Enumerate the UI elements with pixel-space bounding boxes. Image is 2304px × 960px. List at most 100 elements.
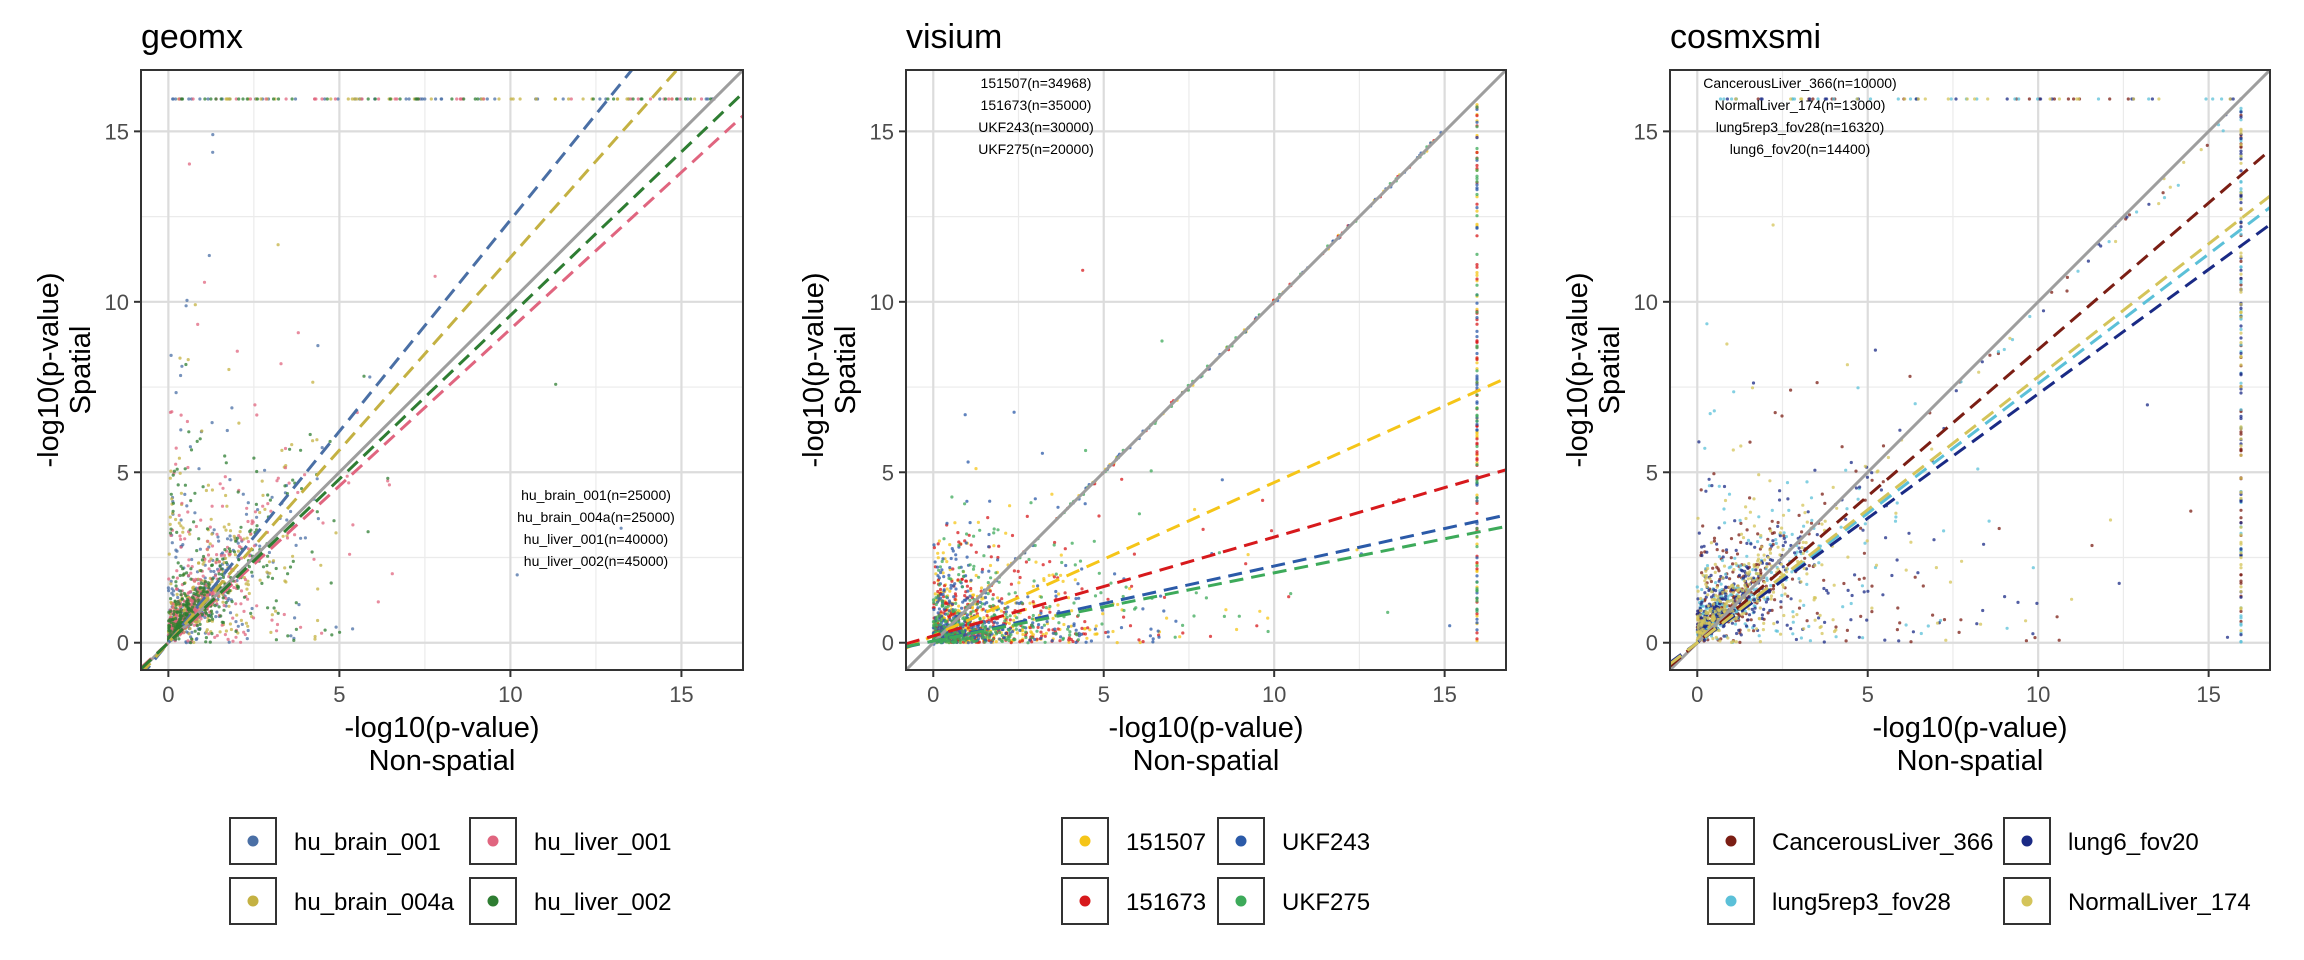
data-point bbox=[989, 631, 993, 635]
data-point bbox=[952, 612, 956, 616]
data-point bbox=[972, 534, 976, 538]
data-point bbox=[1475, 105, 1479, 109]
data-point bbox=[245, 637, 249, 641]
fit-line-UKF243 bbox=[906, 513, 1506, 649]
data-point bbox=[1132, 552, 1136, 556]
data-point bbox=[1057, 592, 1061, 596]
data-point bbox=[292, 638, 296, 643]
data-point bbox=[1707, 484, 1711, 488]
data-point bbox=[1030, 636, 1034, 640]
data-point bbox=[174, 606, 178, 610]
data-point bbox=[398, 97, 402, 101]
data-point bbox=[201, 589, 205, 594]
data-point bbox=[951, 567, 955, 571]
data-point bbox=[1475, 614, 1479, 618]
data-point bbox=[280, 448, 284, 452]
data-point bbox=[1766, 611, 1770, 615]
data-point bbox=[189, 448, 194, 452]
data-point bbox=[1475, 637, 1479, 641]
data-point bbox=[686, 97, 690, 101]
data-point bbox=[992, 531, 996, 535]
data-point bbox=[176, 600, 180, 604]
data-point bbox=[675, 97, 679, 101]
data-point bbox=[220, 567, 224, 571]
y-tick-label: 10 bbox=[105, 290, 129, 315]
data-point bbox=[1036, 625, 1040, 630]
data-point bbox=[1793, 551, 1797, 555]
data-point bbox=[1141, 640, 1145, 644]
data-point bbox=[945, 560, 949, 564]
data-point bbox=[188, 528, 192, 532]
data-point bbox=[1701, 524, 1705, 528]
data-point bbox=[1080, 567, 1084, 571]
data-point bbox=[1034, 560, 1038, 564]
data-point bbox=[267, 560, 272, 564]
data-point bbox=[1965, 97, 1969, 101]
data-point bbox=[932, 623, 936, 627]
data-point bbox=[1790, 570, 1794, 574]
data-point bbox=[240, 538, 244, 542]
data-point bbox=[997, 544, 1001, 548]
data-point bbox=[936, 556, 940, 560]
data-point bbox=[189, 641, 193, 645]
data-point bbox=[175, 569, 179, 573]
data-point bbox=[241, 97, 245, 101]
data-point bbox=[215, 557, 219, 562]
data-point bbox=[178, 471, 182, 475]
data-point bbox=[1700, 571, 1704, 575]
data-point bbox=[239, 618, 243, 623]
data-point bbox=[181, 526, 185, 530]
data-point bbox=[934, 630, 938, 634]
data-point bbox=[966, 460, 970, 464]
data-point bbox=[315, 510, 319, 514]
data-point bbox=[175, 576, 179, 580]
data-point bbox=[1475, 580, 1479, 584]
data-point bbox=[300, 487, 304, 491]
data-point bbox=[228, 622, 232, 626]
data-point bbox=[1863, 522, 1867, 526]
data-point bbox=[197, 594, 201, 598]
data-point bbox=[976, 520, 981, 525]
data-point bbox=[1762, 553, 1766, 557]
data-point bbox=[2013, 97, 2017, 101]
data-point bbox=[1035, 629, 1039, 633]
data-point bbox=[1815, 381, 1819, 385]
data-point bbox=[315, 438, 319, 442]
data-point bbox=[274, 599, 278, 603]
data-point bbox=[1863, 498, 1867, 502]
data-point bbox=[1723, 521, 1727, 525]
data-point bbox=[997, 599, 1001, 603]
data-point bbox=[493, 97, 497, 101]
data-point bbox=[961, 569, 965, 574]
data-point bbox=[223, 475, 227, 479]
data-point bbox=[983, 595, 988, 600]
data-point bbox=[1475, 458, 1479, 462]
data-point bbox=[1780, 414, 1784, 418]
data-point bbox=[1255, 624, 1259, 628]
data-point bbox=[1009, 582, 1014, 586]
data-point bbox=[1178, 635, 1182, 639]
data-point bbox=[2239, 254, 2243, 259]
data-point bbox=[250, 574, 254, 578]
data-point bbox=[1124, 585, 1128, 589]
data-point bbox=[213, 635, 217, 640]
data-point bbox=[1021, 629, 1025, 633]
data-point bbox=[1717, 612, 1721, 616]
data-point bbox=[1721, 555, 1725, 559]
data-point bbox=[188, 532, 192, 536]
data-point bbox=[168, 531, 173, 535]
data-point bbox=[203, 97, 207, 101]
data-point bbox=[965, 499, 969, 503]
data-point bbox=[227, 522, 231, 527]
data-point bbox=[246, 519, 250, 524]
data-point bbox=[2239, 259, 2243, 263]
data-point bbox=[189, 571, 193, 575]
data-point bbox=[2239, 268, 2243, 272]
data-point bbox=[1068, 630, 1072, 634]
data-point bbox=[1856, 386, 1860, 390]
data-point bbox=[1697, 531, 1701, 535]
data-point bbox=[1865, 539, 1869, 543]
data-point bbox=[1711, 566, 1715, 570]
data-point bbox=[255, 524, 259, 528]
data-point bbox=[1149, 469, 1153, 473]
